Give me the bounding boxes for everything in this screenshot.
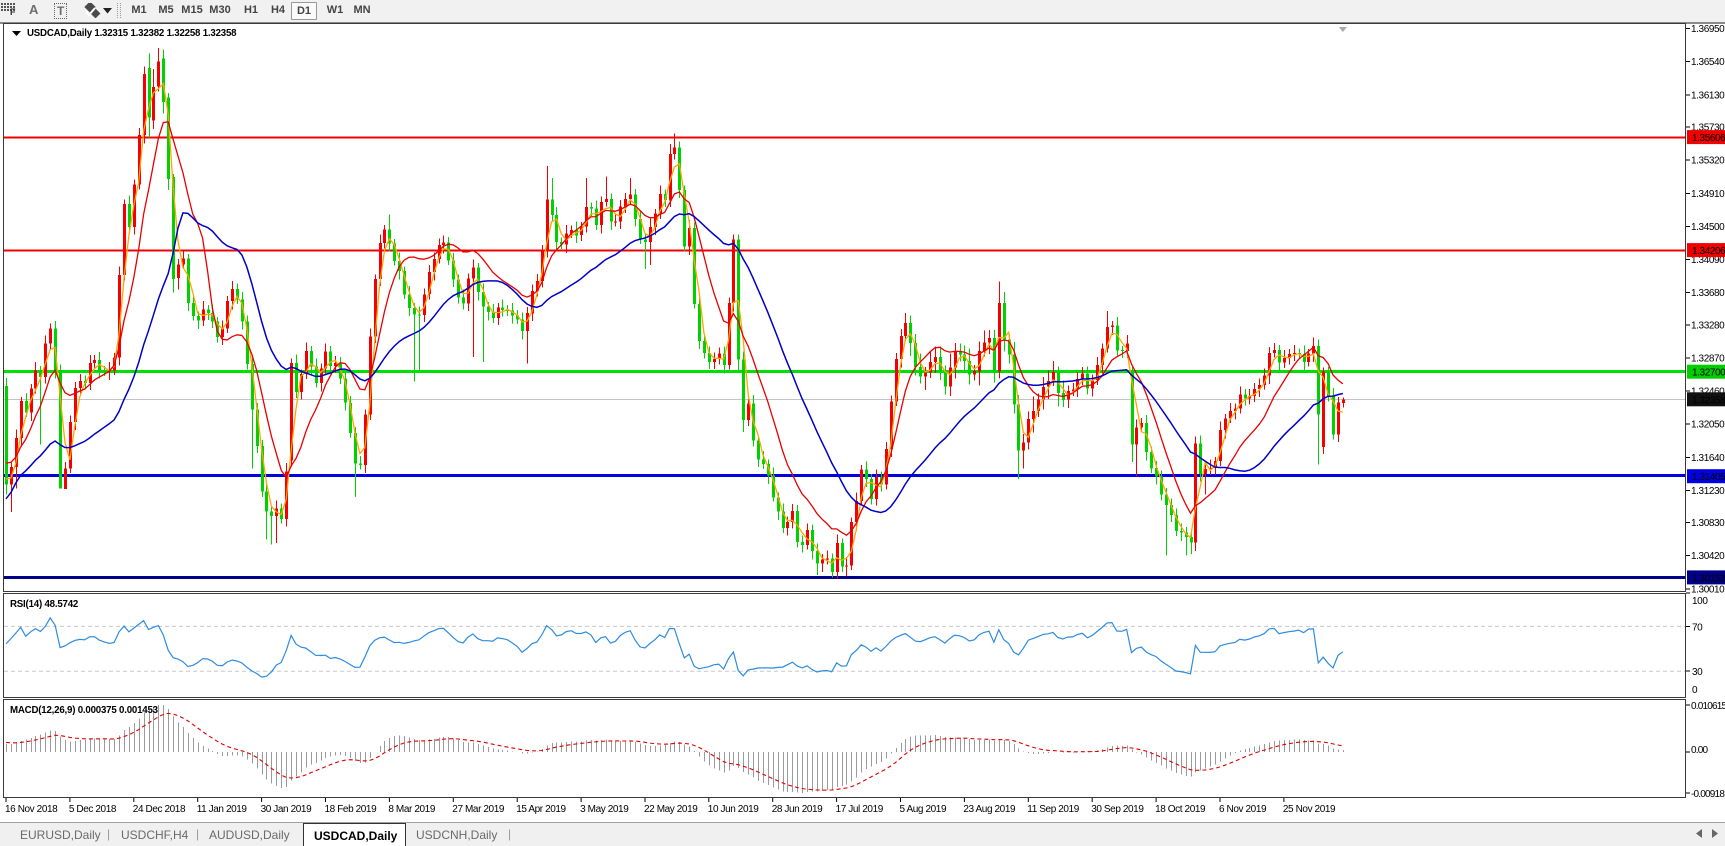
svg-text:1.30010: 1.30010 — [1691, 584, 1725, 595]
svg-text:1.31405: 1.31405 — [1692, 472, 1725, 483]
svg-text:10 Jun 2019: 10 Jun 2019 — [708, 804, 759, 815]
svg-text:1.32358: 1.32358 — [1692, 395, 1725, 406]
svg-text:0: 0 — [1692, 685, 1698, 696]
svg-text:1.32460: 1.32460 — [1691, 387, 1725, 398]
svg-text:1.33280: 1.33280 — [1691, 320, 1725, 331]
svg-text:1.34090: 1.34090 — [1691, 255, 1725, 266]
svg-text:18 Oct 2019: 18 Oct 2019 — [1155, 804, 1206, 815]
svg-text:24 Dec 2018: 24 Dec 2018 — [133, 804, 186, 815]
svg-text:1.32050: 1.32050 — [1691, 420, 1725, 431]
svg-text:USDCAD,Daily 1.32315 1.32382: USDCAD,Daily 1.32315 1.32382 1.32258 1.3… — [27, 28, 237, 39]
svg-text:MACD(12,26,9) 0.000375 0.00145: MACD(12,26,9) 0.000375 0.001453 — [10, 705, 159, 716]
svg-text:1.35320: 1.35320 — [1691, 156, 1725, 167]
svg-text:3 May 2019: 3 May 2019 — [580, 804, 629, 815]
svg-text:1.32700: 1.32700 — [1692, 368, 1725, 379]
svg-text:18 Feb 2019: 18 Feb 2019 — [325, 804, 378, 815]
svg-text:1.31640: 1.31640 — [1691, 453, 1725, 464]
svg-text:70: 70 — [1692, 622, 1703, 633]
svg-text:30 Sep 2019: 30 Sep 2019 — [1091, 804, 1144, 815]
svg-text:11 Jan 2019: 11 Jan 2019 — [197, 804, 248, 815]
svg-text:0.00: 0.00 — [1691, 745, 1709, 756]
svg-text:0.010615: 0.010615 — [1691, 701, 1725, 712]
svg-text:1.32870: 1.32870 — [1691, 354, 1725, 365]
svg-text:1.34206: 1.34206 — [1692, 246, 1725, 257]
svg-text:100: 100 — [1692, 596, 1708, 607]
svg-text:30 Jan 2019: 30 Jan 2019 — [261, 804, 312, 815]
svg-text:1.34910: 1.34910 — [1691, 189, 1725, 200]
svg-text:1.36130: 1.36130 — [1691, 90, 1725, 101]
svg-text:1.35606: 1.35606 — [1692, 133, 1725, 144]
svg-text:1.31230: 1.31230 — [1691, 486, 1725, 497]
svg-text:23 Aug 2019: 23 Aug 2019 — [963, 804, 1016, 815]
svg-text:16 Nov 2018: 16 Nov 2018 — [5, 804, 58, 815]
svg-text:1.36950: 1.36950 — [1691, 24, 1725, 35]
svg-text:27 Mar 2019: 27 Mar 2019 — [452, 804, 505, 815]
svg-text:25 Nov 2019: 25 Nov 2019 — [1283, 804, 1336, 815]
svg-text:8 Mar 2019: 8 Mar 2019 — [388, 804, 435, 815]
svg-text:6 Nov 2019: 6 Nov 2019 — [1219, 804, 1267, 815]
svg-text:28 Jun 2019: 28 Jun 2019 — [772, 804, 823, 815]
svg-text:15 Apr 2019: 15 Apr 2019 — [516, 804, 566, 815]
svg-text:1.33680: 1.33680 — [1691, 288, 1725, 299]
svg-text:1.35730: 1.35730 — [1691, 123, 1725, 134]
svg-text:11 Sep 2019: 11 Sep 2019 — [1027, 804, 1079, 815]
svg-text:1.36540: 1.36540 — [1691, 57, 1725, 68]
svg-text:5 Aug 2019: 5 Aug 2019 — [900, 804, 947, 815]
svg-text:30: 30 — [1692, 667, 1703, 678]
svg-text:22 May 2019: 22 May 2019 — [644, 804, 698, 815]
svg-text:RSI(14) 48.5742: RSI(14) 48.5742 — [10, 599, 78, 610]
svg-text:1.34500: 1.34500 — [1691, 222, 1725, 233]
svg-text:1.30152: 1.30152 — [1692, 573, 1725, 584]
svg-text:5 Dec 2018: 5 Dec 2018 — [69, 804, 117, 815]
svg-text:17 Jul 2019: 17 Jul 2019 — [836, 804, 884, 815]
svg-text:-0.00918: -0.00918 — [1691, 789, 1725, 800]
svg-text:1.30420: 1.30420 — [1691, 551, 1725, 562]
svg-text:1.30830: 1.30830 — [1691, 518, 1725, 529]
